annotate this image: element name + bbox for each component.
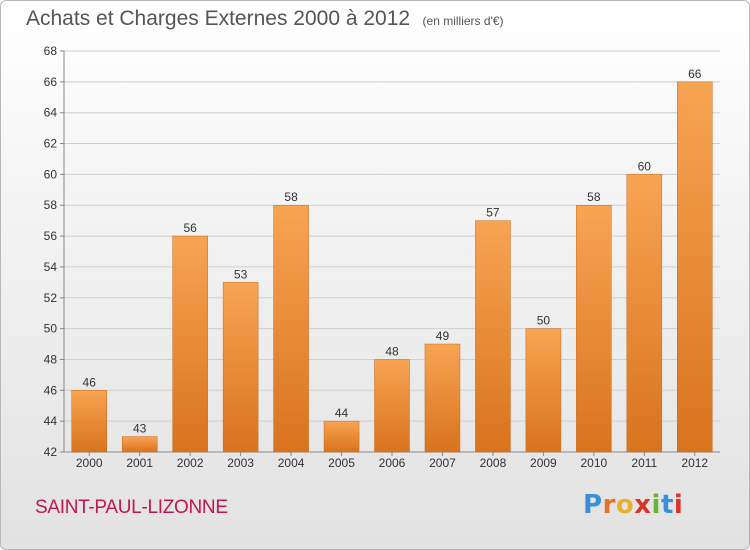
y-tick-label: 46 (44, 383, 58, 397)
data-label: 44 (335, 406, 349, 420)
logo-letter: i (651, 490, 661, 520)
y-tick-label: 48 (44, 352, 58, 366)
bar (374, 359, 410, 453)
bar (626, 174, 663, 453)
x-tick-label: 2012 (681, 456, 708, 470)
bar (677, 81, 713, 453)
title-row: Achats et Charges Externes 2000 à 2012 (… (26, 7, 504, 31)
logo-letter: o (615, 490, 635, 520)
data-label: 50 (537, 314, 551, 328)
bar (525, 328, 562, 453)
y-tick-label: 56 (44, 229, 58, 243)
data-label: 58 (284, 190, 298, 204)
y-tick-label: 68 (44, 44, 58, 58)
y-tick-label: 54 (44, 260, 58, 274)
y-tick-label: 42 (44, 445, 58, 459)
data-label: 66 (688, 67, 702, 81)
data-label: 56 (183, 221, 197, 235)
x-tick-label: 2002 (177, 456, 204, 470)
data-label: 57 (486, 206, 500, 220)
x-tick-label: 2005 (328, 456, 355, 470)
x-tick-label: 2009 (530, 456, 557, 470)
value-labels: 46 43 56 53 58 44 48 49 57 50 58 60 66 (83, 67, 702, 436)
bar (475, 220, 511, 453)
data-label: 43 (133, 422, 147, 436)
bar (273, 204, 309, 453)
bar (323, 420, 360, 453)
y-tick-label: 64 (44, 106, 58, 120)
data-label: 60 (638, 159, 652, 173)
x-tick-label: 2008 (480, 456, 507, 470)
bars (71, 81, 713, 453)
y-tick-label: 66 (44, 75, 58, 89)
y-tick-label: 44 (44, 414, 58, 428)
y-tick-label: 62 (44, 137, 58, 151)
y-tick-label: 58 (44, 198, 58, 212)
bar (71, 390, 107, 453)
y-tick-label: 60 (44, 167, 58, 181)
x-tick-label: 2007 (429, 456, 456, 470)
logo-letter: x (634, 490, 652, 520)
logo-letter: P (583, 490, 603, 520)
bar (172, 235, 208, 453)
y-tick-label: 52 (44, 291, 58, 305)
data-label: 58 (587, 190, 601, 204)
logo-letter: r (602, 490, 616, 520)
x-tick-label: 2003 (227, 456, 254, 470)
data-label: 49 (436, 329, 450, 343)
x-tick-label: 2010 (580, 456, 607, 470)
logo-letter: t (660, 490, 674, 520)
x-tick-label: 2006 (379, 456, 406, 470)
commune-name: SAINT-PAUL-LIZONNE (35, 497, 228, 518)
bar (576, 204, 612, 453)
data-label: 48 (385, 344, 399, 358)
chart-title: Achats et Charges Externes 2000 à 2012 (26, 7, 411, 30)
data-label: 53 (234, 267, 248, 281)
x-tick-label: 2011 (631, 456, 657, 470)
y-tick-label: 50 (44, 322, 58, 336)
bar (424, 343, 461, 453)
x-tick-label: 2001 (126, 456, 153, 470)
bar (121, 436, 158, 453)
proxiti-logo: Proxiti (583, 490, 683, 520)
x-tick-label: 2004 (278, 456, 305, 470)
x-tick-label: 2000 (76, 456, 103, 470)
bar (222, 282, 259, 453)
chart-subtitle: (en milliers d'€) (422, 14, 504, 28)
data-label: 46 (83, 375, 97, 389)
logo-letter: i (673, 490, 684, 520)
